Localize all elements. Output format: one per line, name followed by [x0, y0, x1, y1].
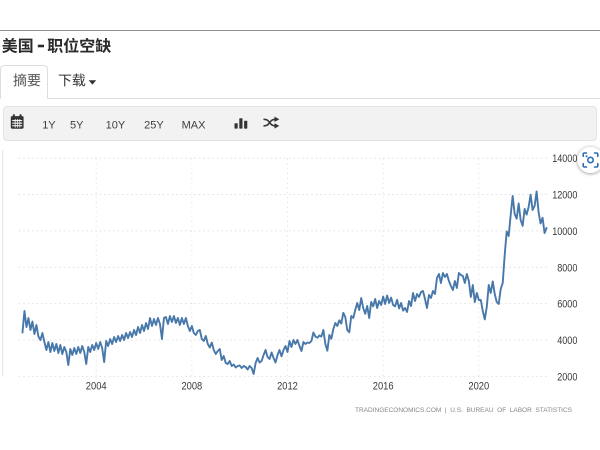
svg-text:5Y: 5Y [70, 120, 84, 132]
svg-text:8000: 8000 [557, 262, 577, 274]
svg-text:2000: 2000 [557, 371, 577, 383]
svg-text:25Y: 25Y [144, 120, 164, 132]
svg-text:2016: 2016 [373, 381, 394, 393]
svg-text:1Y: 1Y [42, 120, 56, 132]
svg-text:2008: 2008 [181, 381, 202, 393]
svg-text:10Y: 10Y [106, 120, 126, 132]
svg-text:MAX: MAX [182, 120, 207, 132]
svg-text:2020: 2020 [468, 381, 489, 393]
svg-text:14000: 14000 [552, 153, 577, 165]
svg-text:2004: 2004 [86, 381, 107, 393]
svg-text:TRADINGECONOMICS.COM | U.S.: TRADINGECONOMICS.COM | U.S. BUREAU OF LA… [355, 407, 573, 414]
svg-text:10000: 10000 [552, 226, 577, 238]
svg-text:2012: 2012 [277, 381, 298, 393]
svg-text:12000: 12000 [552, 190, 577, 202]
svg-text:6000: 6000 [557, 299, 577, 311]
svg-text:4000: 4000 [557, 335, 577, 347]
